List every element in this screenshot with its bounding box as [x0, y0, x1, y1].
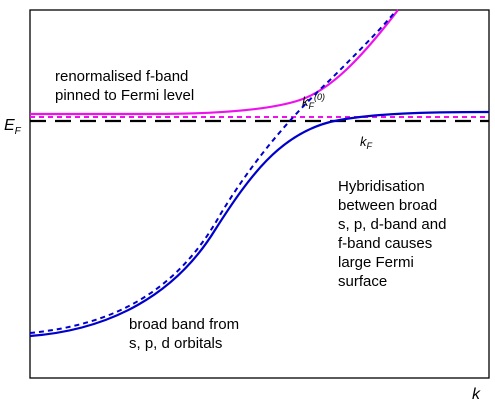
kf-label: kF [360, 134, 373, 151]
broad-band-label: broad band from s, p, d orbitals [129, 316, 243, 352]
y-axis-ef-label: EF [4, 117, 22, 137]
hybridisation-label: Hybridisation between broad s, p, d-band… [338, 178, 451, 290]
x-axis-label: k [472, 386, 481, 403]
f-band-label: renormalised f-band pinned to Fermi leve… [55, 68, 194, 104]
kf0-label: kF(0) [302, 92, 325, 111]
